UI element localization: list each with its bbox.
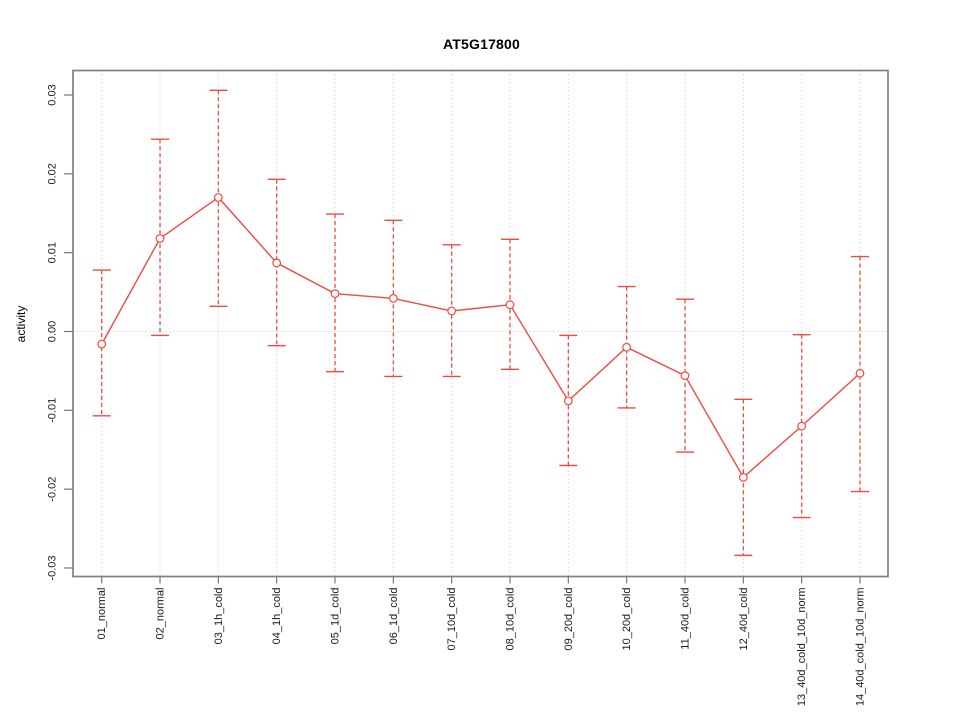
series-line	[101, 196, 861, 479]
x-tick-label: 14_40d_cold_10d_norm	[855, 588, 867, 707]
data-point-marker	[797, 421, 807, 431]
plot-box	[72, 69, 889, 578]
x-tick-label: 07_10d_cold	[446, 588, 458, 651]
y-tick-label: 0.00	[47, 321, 59, 342]
data-point-marker	[505, 300, 515, 310]
data-point-marker	[155, 234, 165, 243]
y-tick-label: 0.02	[47, 163, 59, 184]
y-tick-label: -0.03	[47, 555, 59, 580]
x-tick-label: 11_40d_cold	[680, 588, 692, 650]
data-point-marker	[447, 306, 457, 316]
x-tick-label: 10_20d_cold	[621, 588, 633, 651]
data-point-marker	[680, 371, 690, 381]
x-tick-label: 03_1h_cold	[213, 588, 225, 645]
x-tick-label: 01_normal	[96, 588, 108, 640]
data-point-marker	[738, 472, 748, 482]
x-tick-label: 12_40d_cold	[738, 588, 750, 651]
chart-title: AT5G17800	[442, 36, 521, 52]
x-tick-label: 06_1d_cold	[388, 588, 400, 645]
data-point-marker	[622, 342, 632, 352]
x-tick-label: 08_10d_cold	[505, 588, 517, 651]
data-point-marker	[272, 258, 282, 268]
data-point-marker	[330, 289, 340, 299]
x-tick-label: 13_40d_cold_10d_norm	[796, 588, 808, 707]
data-point-marker	[388, 293, 398, 303]
x-tick-label: 05_1d_cold	[330, 588, 342, 645]
data-point-marker	[855, 368, 865, 378]
x-tick-label: 02_normal	[155, 588, 167, 640]
y-tick-label: -0.02	[47, 477, 59, 502]
x-tick-label: 04_1h_cold	[271, 588, 283, 645]
y-tick-label: 0.03	[47, 84, 59, 105]
data-point-marker	[213, 193, 223, 202]
x-tick-label: 09_20d_cold	[563, 588, 575, 651]
y-tick-label: 0.01	[47, 242, 59, 263]
y-tick-label: -0.01	[47, 398, 59, 423]
data-point-marker	[97, 339, 107, 349]
data-point-marker	[563, 396, 573, 406]
